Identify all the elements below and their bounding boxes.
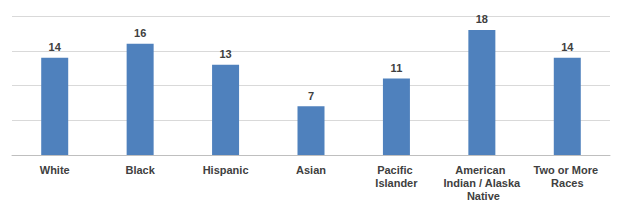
svg-text:Indian / Alaska: Indian / Alaska [444,177,522,189]
svg-text:Asian: Asian [296,164,326,176]
svg-text:13: 13 [219,48,231,60]
svg-text:14: 14 [561,41,574,53]
svg-text:14: 14 [49,41,62,53]
svg-text:White: White [40,164,70,176]
svg-text:Black: Black [125,164,155,176]
svg-text:11: 11 [391,62,403,74]
svg-text:18: 18 [476,13,488,25]
svg-text:Hispanic: Hispanic [203,164,249,176]
svg-text:16: 16 [134,27,146,39]
svg-text:7: 7 [308,90,314,102]
svg-text:Two or More: Two or More [533,164,601,176]
svg-text:Native: Native [464,190,500,202]
svg-text:Races: Races [551,177,583,189]
svg-text:Pacific: Pacific [377,164,416,176]
svg-text:American: American [455,164,508,176]
svg-text:Islander: Islander [375,177,418,189]
